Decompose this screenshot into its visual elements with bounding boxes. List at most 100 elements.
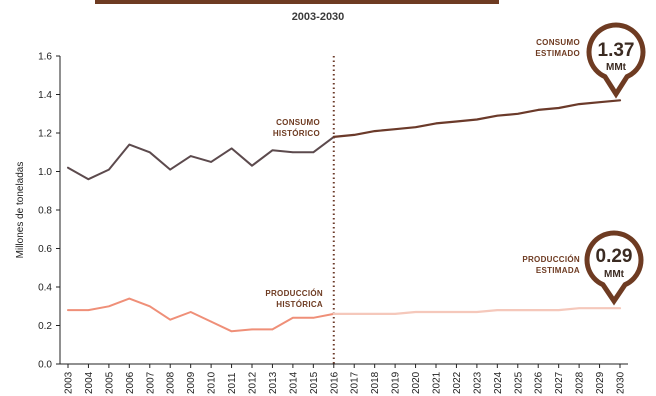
data-point-consumo-hist [271,149,274,152]
data-point-produccion-est [373,313,376,315]
y-tick-label: 1.2 [38,129,52,140]
annotation-produccion-historica-line1: PRODUCCIÓN [265,289,323,298]
annotation-produccion-historica-line2: HISTÓRICA [276,300,323,309]
y-tick-label: 0.6 [38,244,52,255]
data-point-consumo-est [394,128,396,130]
data-point-produccion-est [517,309,519,311]
data-point-produccion-hist [251,328,253,331]
annotation-produccion-estimada-line2: ESTIMADA [536,266,580,275]
data-point-consumo-est [353,134,356,136]
y-tick-label: 1.6 [38,52,52,63]
x-tick-label: 2028 [575,371,586,394]
data-point-consumo-est [517,113,519,115]
produccion-bubble-shape [584,230,644,306]
annotation-consumo-estimado-line1: CONSUMO [536,38,580,47]
x-tick-label: 2027 [554,371,565,394]
data-point-produccion-hist [210,320,212,323]
produccion-bubble-unit: MMt [604,269,625,280]
x-tick-label: 2009 [186,371,197,394]
x-tick-label: 2030 [616,371,627,394]
x-tick-label: 2026 [534,371,545,394]
data-point-produccion-est [496,309,499,311]
x-tick-labels: 2003 2004 2005 2006 2007 2008 2009 2010 2011 2012… [64,371,627,394]
annotation-produccion-estimada-line1: PRODUCCIÓN [522,255,580,264]
series-line-produccion-est [332,307,622,315]
data-point-produccion-hist [271,328,274,331]
x-tick-label: 2004 [84,371,95,394]
x-tick-label: 2006 [125,371,136,394]
y-tick-label: 1.4 [38,90,52,101]
y-tick-label: 0.8 [38,206,52,217]
series-line-consumo-est [332,99,622,138]
y-axis-label: Millones de toneladas [15,162,26,259]
x-tick-label: 2014 [288,371,299,394]
data-point-produccion-hist [189,311,192,313]
axes [56,55,628,368]
data-point-consumo-hist [108,168,110,171]
x-tick-label: 2022 [452,371,463,394]
data-point-produccion-est [598,307,601,310]
x-tick-label: 2023 [472,371,483,394]
x-tick-label: 2019 [391,371,402,394]
data-point-produccion-hist [67,309,69,311]
data-point-consumo-est [557,107,560,109]
x-tick-label: 2016 [329,371,340,394]
data-point-produccion-hist [128,297,131,300]
consumo-bubble-shape [586,22,646,99]
series-line-consumo-hist [67,135,335,181]
x-tick-label: 2013 [268,371,279,394]
produccion-estimate-bubble: 0.29 MMt [584,230,644,306]
data-point-produccion-hist [292,317,294,319]
x-tick-label: 2015 [309,371,320,394]
consumo-estimate-bubble: 1.37 MMt [586,22,646,99]
x-tick-label: 2005 [104,371,115,394]
data-point-produccion-est [353,313,356,315]
x-tick-label: 2018 [370,371,381,394]
data-point-produccion-est [414,311,417,313]
consumo-bubble-value: 1.37 [598,40,635,61]
produccion-bubble-value: 0.29 [596,246,633,267]
data-point-consumo-hist [189,155,192,157]
data-point-produccion-hist [87,309,90,311]
series-line-produccion-hist [67,297,335,333]
data-point-consumo-hist [312,151,315,154]
data-point-produccion-est [333,313,335,315]
data-point-consumo-hist [149,151,151,154]
x-tick-label: 2029 [595,371,606,394]
data-point-consumo-est [373,130,376,132]
data-point-produccion-est [476,311,478,313]
data-point-produccion-hist [149,305,151,308]
data-point-consumo-est [496,114,499,117]
title-bar [95,0,499,4]
data-point-consumo-hist [169,168,171,171]
data-point-consumo-est [455,120,458,123]
data-point-produccion-est [394,313,396,315]
x-tick-label: 2003 [64,371,75,394]
data-point-consumo-est [537,109,539,111]
data-point-consumo-hist [251,164,253,167]
annotation-consumo-historico-line1: CONSUMO [276,118,320,127]
data-point-consumo-est [598,101,601,103]
x-tick-label: 2017 [350,371,361,394]
chart-subtitle: 2003-2030 [292,11,345,23]
y-tick-label: 0.0 [38,360,52,371]
x-tick-label: 2008 [166,371,177,394]
data-point-consumo-est [476,118,478,121]
data-point-produccion-est [455,311,458,313]
data-point-produccion-hist [169,318,171,321]
data-point-consumo-est [333,136,335,138]
x-tick-label: 2021 [432,371,443,394]
data-point-consumo-hist [292,151,294,154]
annotation-consumo-estimado-line2: ESTIMADO [535,49,580,58]
x-tick-label: 2020 [411,371,422,394]
data-point-consumo-est [619,99,621,102]
x-tick-label: 2012 [248,371,259,394]
data-point-consumo-hist [230,147,233,150]
series-lines [67,99,622,333]
y-tick-label: 0.2 [38,321,52,332]
data-point-consumo-est [414,126,417,128]
data-point-consumo-hist [210,161,212,163]
data-point-consumo-hist [87,178,90,180]
data-point-produccion-hist [312,317,315,319]
